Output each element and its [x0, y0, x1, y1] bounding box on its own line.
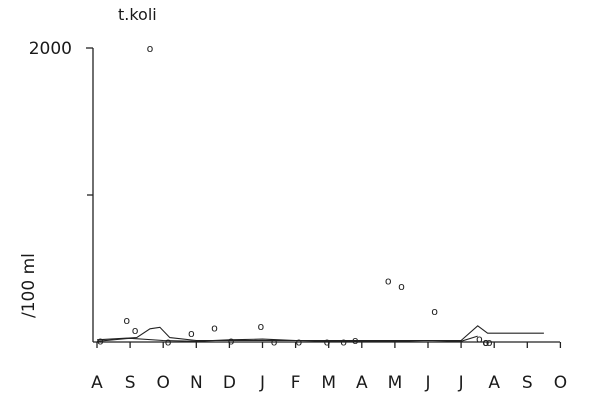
series-line-1 — [96, 325, 544, 342]
observation-point: o — [385, 274, 392, 287]
x-tick-label: N — [190, 373, 203, 393]
x-tick-label: F — [291, 373, 301, 393]
observation-point: o — [211, 321, 218, 334]
observation-point: o — [476, 332, 483, 345]
x-tick-label: J — [424, 373, 430, 393]
observation-point: o — [132, 324, 139, 337]
x-tick-label: S — [125, 373, 136, 393]
observation-point: o — [483, 336, 490, 349]
observation-point: o — [352, 334, 359, 347]
series-line-2 — [96, 335, 478, 342]
x-tick-label: A — [356, 373, 368, 393]
observation-point: o — [123, 314, 130, 327]
x-tick-label: S — [522, 373, 533, 393]
x-tick-label: O — [554, 373, 567, 393]
observation-point: o — [165, 335, 172, 348]
x-tick-label: A — [91, 373, 103, 393]
observation-point: o — [431, 305, 438, 318]
x-tick-label: M — [388, 373, 403, 393]
observation-point: o — [483, 336, 490, 349]
observation-point: o — [97, 335, 104, 348]
observation-point: o — [228, 335, 235, 348]
x-tick-label: A — [488, 373, 500, 393]
chart-title: t.koli — [118, 5, 157, 24]
observation-point: o — [271, 335, 278, 348]
y-axis-label: /100 ml — [19, 253, 39, 318]
observation-point: o — [398, 280, 405, 293]
observation-point: o — [188, 327, 195, 340]
x-tick-label: O — [157, 373, 170, 393]
observation-point: o — [257, 320, 264, 333]
observation-point: o — [340, 335, 347, 348]
observation-point: o — [147, 42, 154, 55]
observation-point: o — [296, 335, 303, 348]
x-tick-label: D — [223, 373, 236, 393]
x-tick-label: M — [321, 373, 336, 393]
observation-point: o — [324, 335, 331, 348]
x-tick-label: J — [259, 373, 265, 393]
x-tick-label: J — [458, 373, 464, 393]
observation-point: o — [486, 336, 493, 349]
series-layer — [96, 325, 544, 342]
y-ticks: 2000 — [29, 39, 93, 196]
observation-point: o — [483, 336, 490, 349]
y-tick-label: 2000 — [29, 39, 72, 59]
